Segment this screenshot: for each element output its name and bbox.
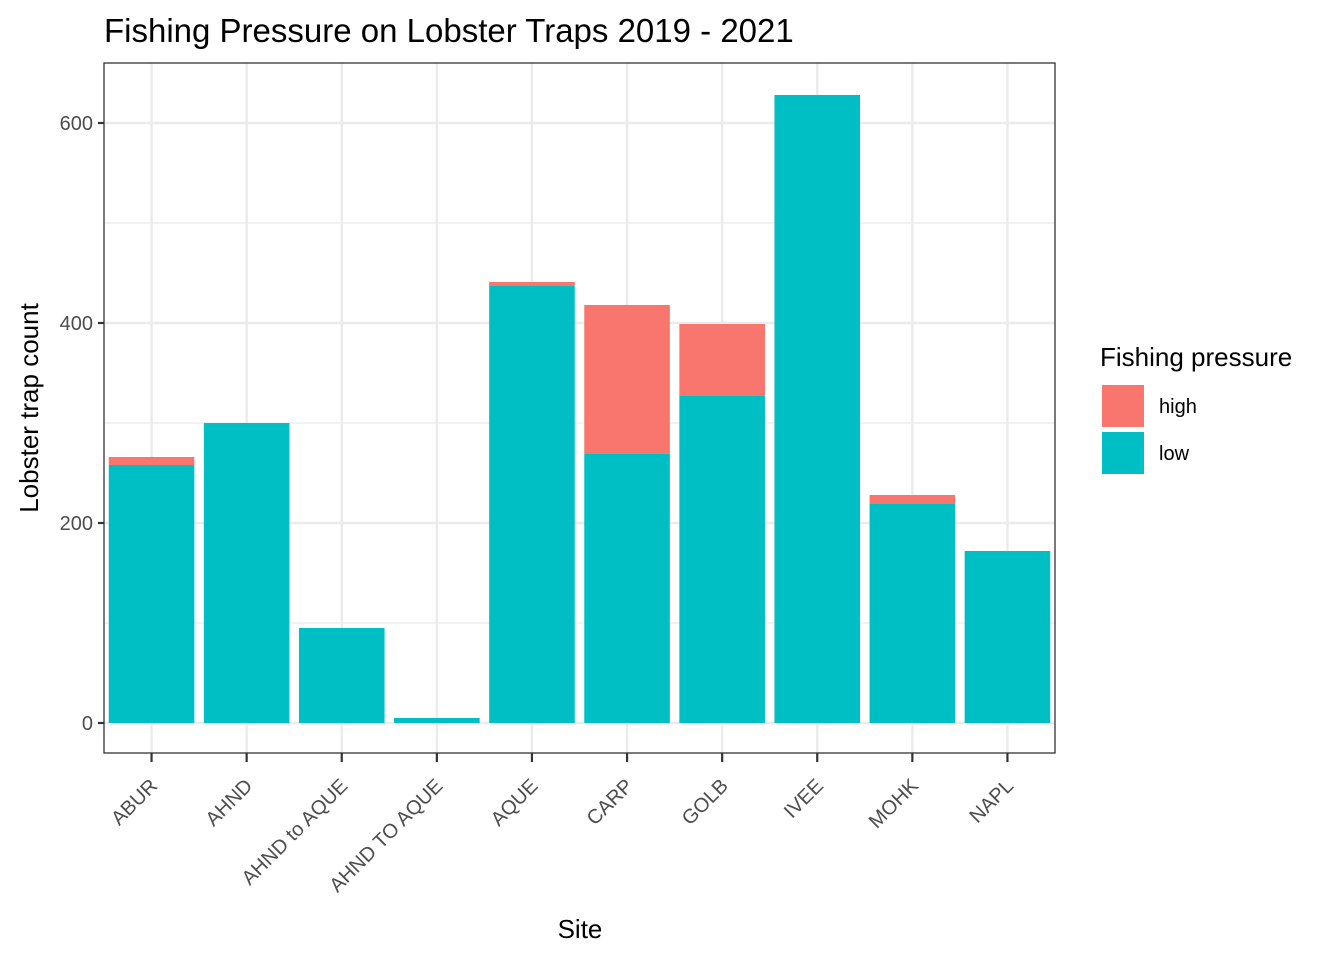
y-tick-label: 400 bbox=[60, 313, 93, 335]
y-tick-label: 0 bbox=[82, 713, 93, 735]
x-tick-label: AHND bbox=[202, 775, 258, 831]
bar-low-ivee bbox=[774, 95, 861, 723]
bar-high-golb bbox=[679, 324, 765, 396]
legend-label-low: low bbox=[1159, 443, 1190, 465]
bar-low-ahnd bbox=[203, 423, 290, 723]
y-axis: 0 200 400 600 bbox=[60, 113, 104, 735]
bar-high-mohk bbox=[869, 495, 956, 504]
bar-high-carp bbox=[584, 305, 670, 454]
bar-low-napl bbox=[964, 551, 1051, 723]
bar-low-mohk bbox=[869, 504, 956, 723]
x-tick-label: IVEE bbox=[780, 775, 828, 823]
chart-title: Fishing Pressure on Lobster Traps 2019 -… bbox=[104, 12, 794, 49]
bar-low-carp bbox=[584, 454, 670, 723]
bars bbox=[108, 95, 1051, 723]
x-tick-label: ABUR bbox=[107, 775, 162, 830]
x-axis-label: Site bbox=[558, 914, 603, 944]
bar-low-aque bbox=[489, 286, 575, 723]
panel-border bbox=[103, 62, 1056, 754]
legend-title: Fishing pressure bbox=[1100, 342, 1292, 372]
legend: Fishing pressure high low bbox=[1100, 342, 1292, 474]
legend-items: high low bbox=[1102, 385, 1197, 474]
legend-label-high: high bbox=[1159, 396, 1197, 418]
bar-low-abur bbox=[108, 465, 195, 723]
y-tick-label: 600 bbox=[60, 113, 93, 135]
y-tick-label: 200 bbox=[60, 513, 93, 535]
bar-low-golb bbox=[679, 396, 765, 723]
legend-key-low bbox=[1102, 432, 1144, 474]
legend-key-high bbox=[1102, 385, 1144, 427]
x-tick-label: AQUE bbox=[487, 775, 543, 831]
bar-low-ahnd-to-aque bbox=[298, 628, 385, 723]
y-axis-label: Lobster trap count bbox=[14, 302, 44, 512]
x-tick-label: GOLB bbox=[678, 775, 733, 830]
x-tick-label: CARP bbox=[583, 775, 638, 830]
x-tick-label: NAPL bbox=[965, 775, 1018, 828]
x-tick-label: MOHK bbox=[865, 775, 923, 833]
bar-high-aque bbox=[489, 282, 575, 286]
bar-low-ahnd-to-aque bbox=[394, 718, 480, 723]
bar-high-abur bbox=[108, 457, 195, 465]
